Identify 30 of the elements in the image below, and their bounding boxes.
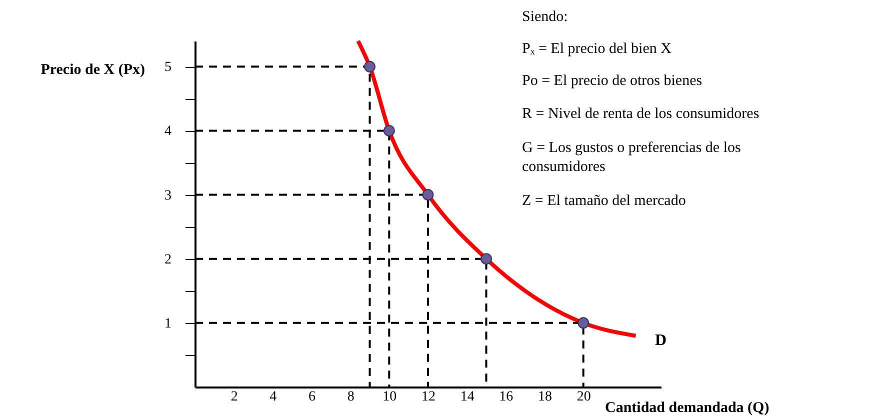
text: Siendo: (522, 9, 568, 25)
annotation: Pₓ = El precio del bien X (522, 41, 672, 57)
point (422, 189, 434, 201)
point (383, 124, 395, 136)
annotation: consumidores (522, 159, 606, 175)
annotation: R = Nivel de renta de los consumidores (522, 106, 760, 122)
point (364, 60, 376, 72)
x-tick-label: 18 (538, 390, 552, 404)
annotation: Po = El precio de otros bienes (522, 73, 702, 89)
x-tick-label: 6 (308, 390, 316, 404)
x-tick-label: 8 (347, 390, 354, 404)
annotation: Z = El tamaño del mercado (522, 193, 686, 209)
x-tick-label: 14 (460, 390, 474, 404)
x-tick-label: 20 (576, 390, 591, 404)
y-tick-label: 5 (164, 60, 172, 76)
y-tick-label: 1 (164, 316, 172, 332)
y-tick-label: 3 (164, 188, 172, 204)
y-tick-label: 4 (164, 124, 172, 140)
annotation: D (655, 332, 667, 349)
y-axis-title: Precio de X (Px) (40, 62, 145, 78)
y-tick-label: 2 (164, 252, 172, 268)
point (480, 253, 492, 265)
x-tick-label: 2 (230, 390, 238, 404)
x-tick-label: 10 (382, 390, 397, 404)
x-tick-label: 16 (499, 390, 514, 404)
x-axis-title: Cantidad demandada (Q) (605, 400, 770, 416)
x-tick-label: 4 (270, 390, 277, 404)
point (578, 317, 590, 329)
x-tick-label: 12 (422, 390, 436, 404)
annotation: G = Los gustos o preferencias de los (522, 140, 741, 156)
